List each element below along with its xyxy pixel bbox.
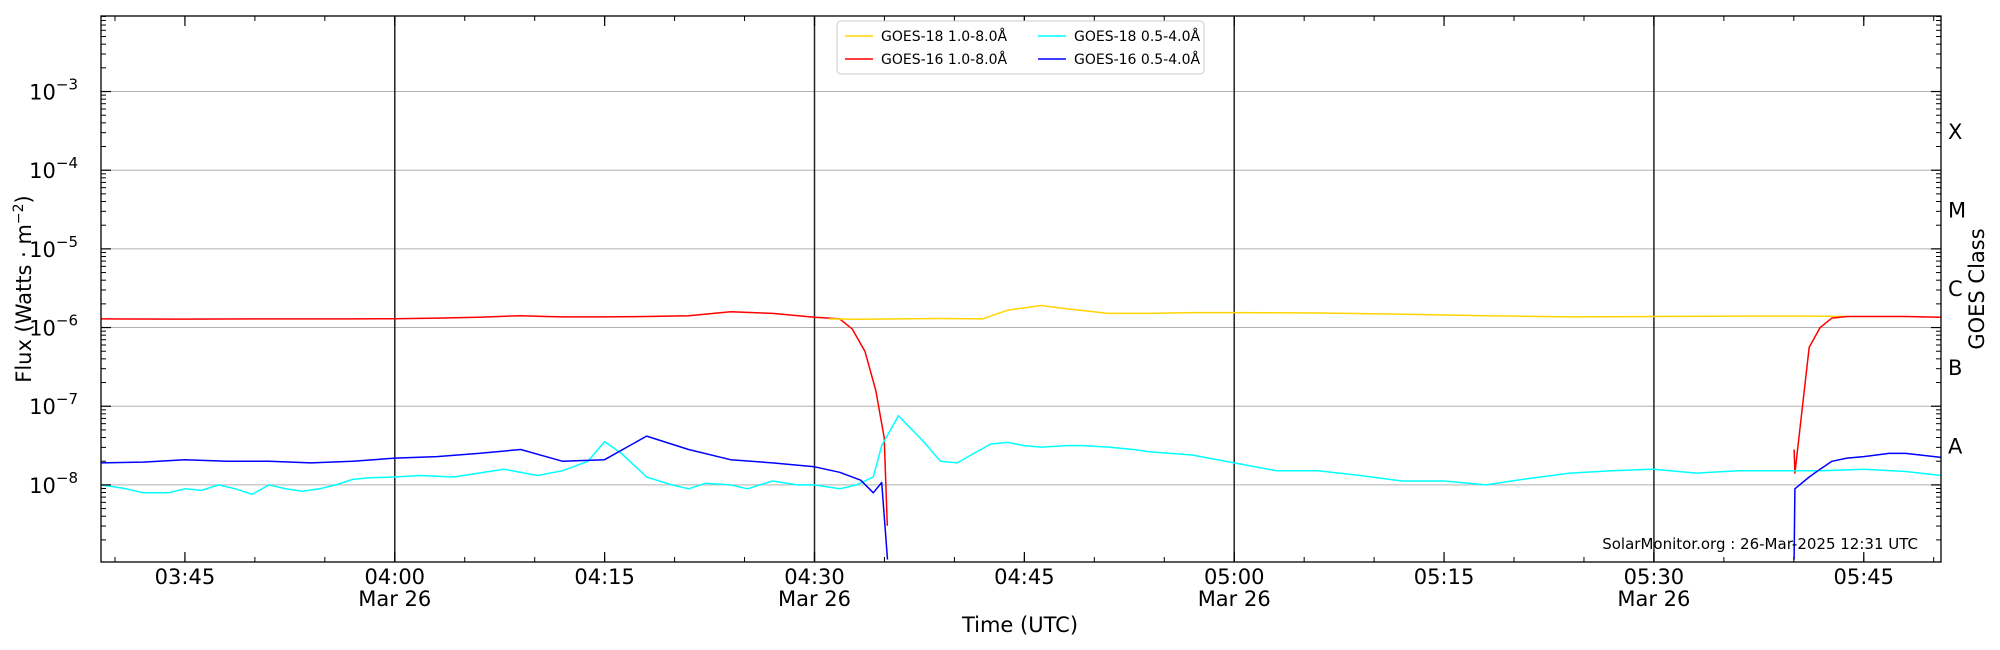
goes-class-label-b: B [1948,356,1962,380]
y-axis-title-exponent: −2 [11,203,27,224]
plot-frame [100,15,1942,563]
vertical-time-lines [394,16,1655,562]
x-tick-label: 05:45 [1834,565,1895,589]
series-line-2 [1793,315,1942,474]
legend-label: GOES-18 0.5-4.0Å [1074,28,1200,45]
y-tick-label: 10−4 [29,154,78,183]
x-axis-title: Time (UTC) [961,613,1078,637]
x-tick-label: 05:00 [1204,565,1265,589]
y-tick-label: 10−6 [29,312,78,341]
y-tick-exponent: −3 [56,76,78,94]
y-tick-label: 10−7 [29,390,78,419]
y-axis-title-close: ) [12,195,36,203]
watermark-text: SolarMonitor.org : 26-Mar-2025 12:31 UTC [1602,535,1918,553]
series-line-5 [1793,452,1942,560]
legend-label: GOES-16 1.0-8.0Å [881,51,1007,68]
legend-label: GOES-16 0.5-4.0Å [1074,51,1200,68]
goes-class-label-c: C [1948,277,1963,301]
x-tick-label: 05:30 [1624,565,1685,589]
x-tick-date-label: Mar 26 [1617,587,1690,611]
y-tick-exponent: −4 [56,154,78,172]
series-line-3 [100,414,1942,496]
x-tick-label: 04:15 [574,565,635,589]
y-tick-base: 10 [29,81,56,105]
x-tick-label: 05:15 [1414,565,1475,589]
y-tick-base: 10 [29,159,56,183]
x-tick-label: 04:45 [994,565,1055,589]
y-tick-exponent: −5 [56,233,78,251]
goes-class-label-a: A [1948,435,1963,459]
x-tick-label: 04:30 [784,565,845,589]
x-tick-date-label: Mar 26 [778,587,851,611]
y-tick-exponent: −6 [56,312,78,330]
x-tick-date-label: Mar 26 [1198,587,1271,611]
x-tick-label: 04:00 [365,565,426,589]
x-tick-label: 03:45 [155,565,216,589]
legend: GOES-18 1.0-8.0Å GOES-16 1.0-8.0Å GOES-18 … [836,20,1205,75]
y-tick-labels: 10−310−410−510−610−710−8 [29,76,78,498]
y-tick-base: 10 [29,474,56,498]
legend-box [836,20,1205,75]
y-tick-label: 10−3 [29,76,78,105]
goes-class-labels: X M C B A [1948,120,1966,459]
flux-series [100,304,1942,560]
y-tick-exponent: −8 [56,469,78,487]
series-line-0 [100,311,889,526]
y-tick-exponent: −7 [56,390,78,408]
horizontal-gridlines [101,91,1941,486]
y-tick-label: 10−5 [29,233,78,262]
series-line-1 [828,304,1848,321]
axis-ticks [101,15,1941,562]
right-axis-title: GOES Class [1965,228,1989,349]
x-tick-date-label: Mar 26 [358,587,431,611]
legend-label: GOES-18 1.0-8.0Å [881,28,1007,45]
series-line-4 [100,435,889,560]
goes-class-label-x: X [1948,120,1962,144]
y-tick-base: 10 [29,395,56,419]
y-tick-base: 10 [29,317,56,341]
legend-items: GOES-18 1.0-8.0Å GOES-16 1.0-8.0Å GOES-18 … [845,28,1200,68]
y-axis-title: Flux (Watts · m−2) [11,195,36,383]
y-tick-base: 10 [29,238,56,262]
y-tick-label: 10−8 [29,469,78,498]
y-axis-title-text: Flux (Watts · m [12,224,36,383]
goes-class-label-m: M [1948,199,1966,223]
